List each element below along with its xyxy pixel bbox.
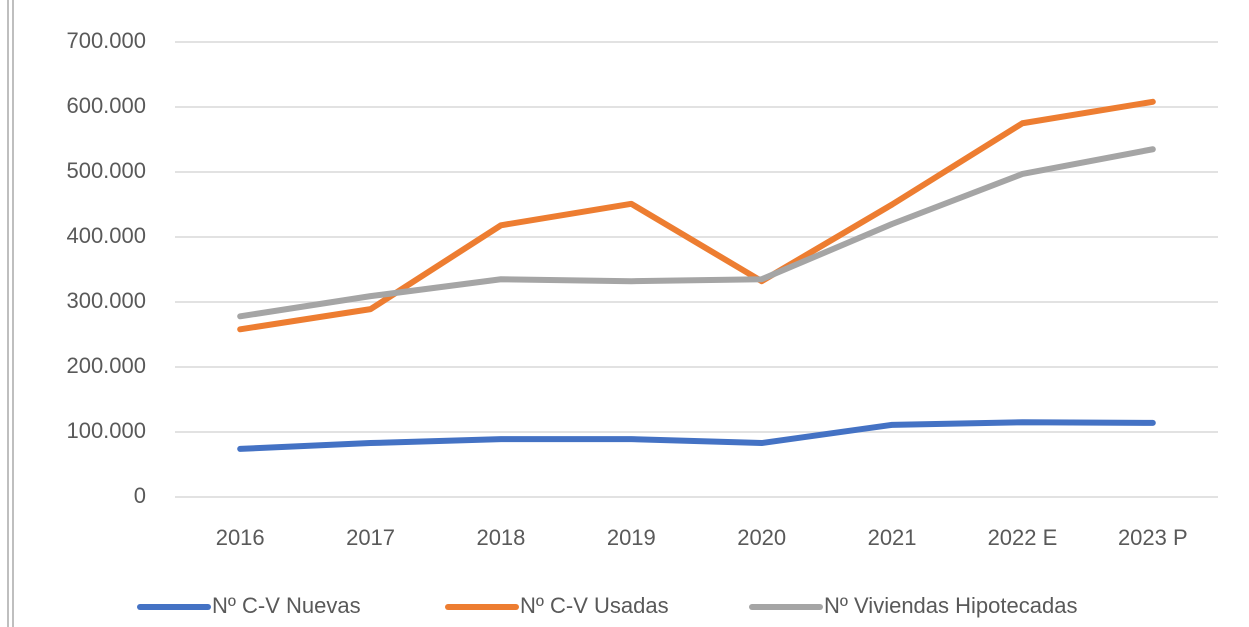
y-tick-label: 600.000 [66,93,146,118]
legend-label: Nº C-V Usadas [520,593,669,618]
y-tick-label: 0 [134,483,146,508]
series-line [237,419,1156,452]
y-tick-label: 200.000 [66,353,146,378]
y-tick-label: 700.000 [66,28,146,53]
y-tick-label: 400.000 [66,223,146,248]
x-tick-label: 2021 [868,525,917,550]
y-tick-label: 300.000 [66,288,146,313]
x-tick-label: 2017 [346,525,395,550]
x-tick-label: 2022 E [988,525,1058,550]
y-tick-label: 500.000 [66,158,146,183]
x-tick-label: 2019 [607,525,656,550]
legend-label: Nº Viviendas Hipotecadas [824,593,1077,618]
y-tick-label: 100.000 [66,418,146,443]
x-tick-label: 2023 P [1118,525,1188,550]
x-tick-label: 2018 [476,525,525,550]
series-line [237,146,1156,320]
legend-label: Nº C-V Nuevas [212,593,361,618]
x-tick-label: 2016 [216,525,265,550]
x-tick-label: 2020 [737,525,786,550]
